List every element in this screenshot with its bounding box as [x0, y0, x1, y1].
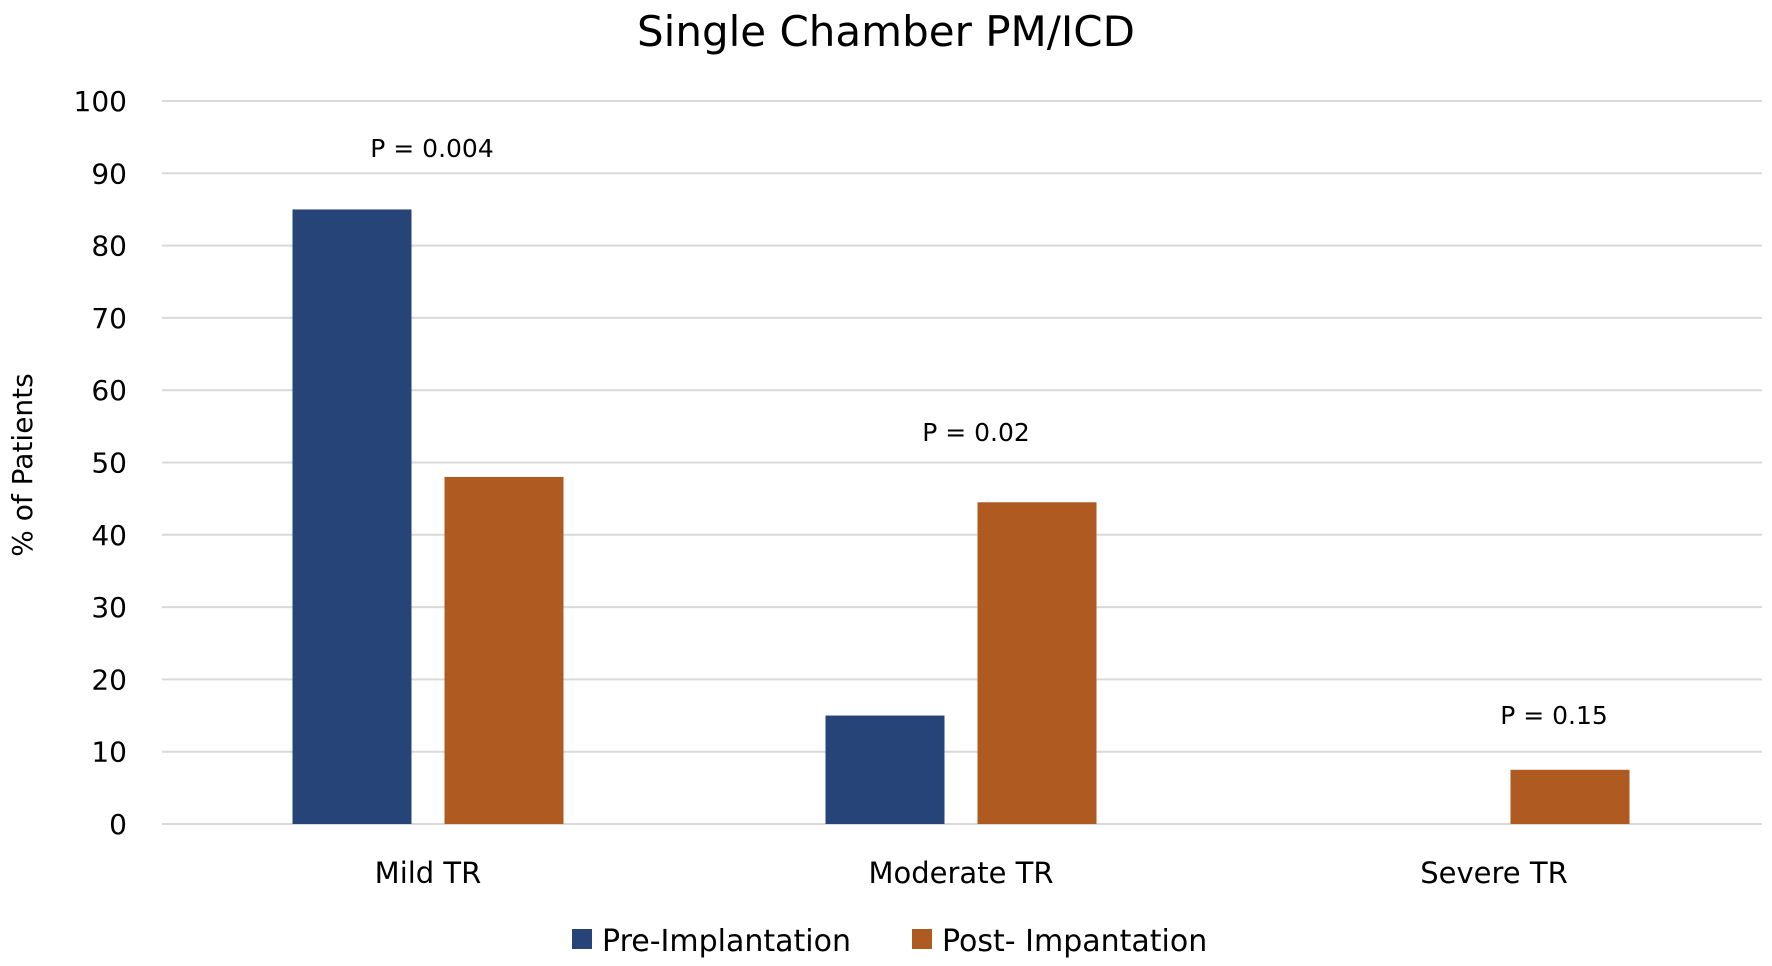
bar-pre-0 — [292, 209, 412, 824]
p-value-annotation: P = 0.004 — [370, 134, 494, 163]
y-tick-label: 60 — [91, 374, 127, 407]
x-axis-categories: Mild TR Moderate TR Severe TR — [375, 856, 1568, 890]
bars — [292, 209, 1630, 824]
y-tick-label: 10 — [91, 736, 127, 769]
y-tick-label: 80 — [91, 230, 127, 263]
chart-title: Single Chamber PM/ICD — [637, 7, 1135, 56]
y-tick-label: 0 — [109, 808, 127, 841]
y-tick-label: 30 — [91, 591, 127, 624]
bar-post-0 — [444, 476, 564, 824]
bar-pre-1 — [825, 715, 945, 824]
legend-swatch — [572, 929, 592, 949]
y-axis-label: % of Patients — [6, 373, 39, 556]
bar-post-2 — [1510, 769, 1630, 824]
legend-label: Post- Impantation — [942, 924, 1207, 959]
legend-swatch — [912, 929, 932, 949]
y-axis-ticks: 0 10 20 30 40 50 60 70 80 90 100 — [74, 85, 127, 841]
category-label: Moderate TR — [868, 856, 1053, 890]
y-tick-label: 100 — [74, 85, 127, 118]
category-label: Severe TR — [1420, 856, 1567, 890]
y-tick-label: 70 — [91, 302, 127, 335]
legend-label: Pre-Implantation — [602, 924, 851, 959]
legend: Pre-Implantation Post- Impantation — [572, 924, 1207, 959]
y-tick-label: 50 — [91, 447, 127, 480]
y-tick-label: 20 — [91, 663, 127, 696]
bar-post-1 — [977, 502, 1097, 824]
annotations: P = 0.004 P = 0.02 P = 0.15 — [370, 134, 1608, 730]
p-value-annotation: P = 0.02 — [922, 418, 1030, 447]
gridlines — [162, 100, 1762, 825]
y-tick-label: 90 — [91, 157, 127, 190]
y-tick-label: 40 — [91, 519, 127, 552]
category-label: Mild TR — [375, 856, 482, 890]
p-value-annotation: P = 0.15 — [1500, 701, 1608, 730]
